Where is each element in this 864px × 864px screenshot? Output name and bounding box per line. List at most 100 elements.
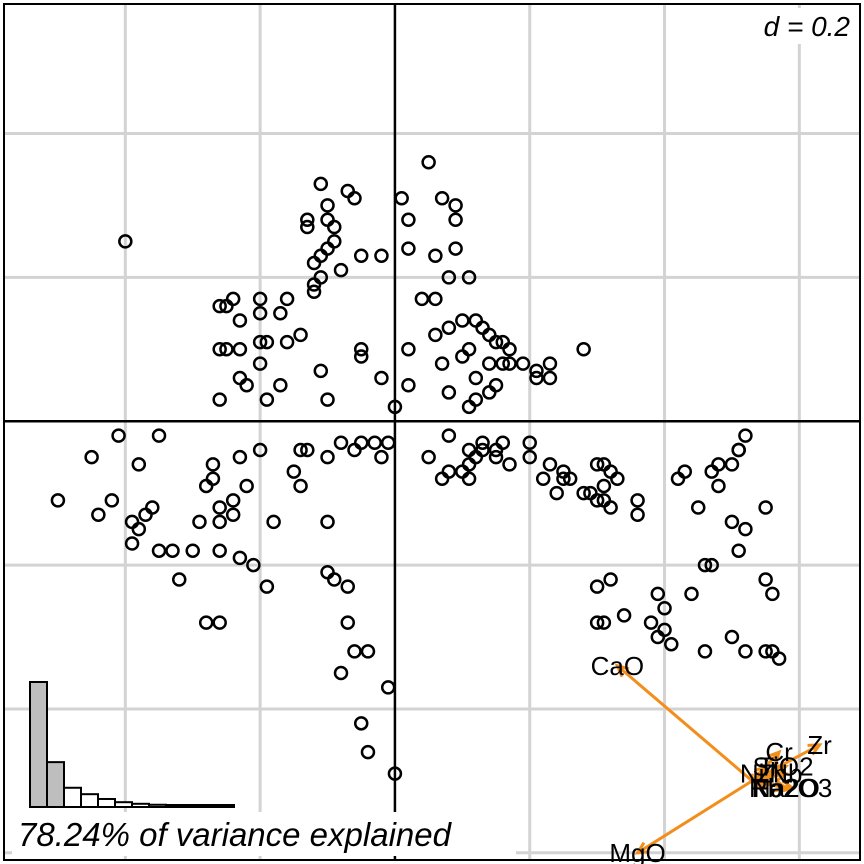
point bbox=[771, 651, 787, 666]
point bbox=[475, 320, 490, 335]
point bbox=[711, 478, 726, 494]
point bbox=[286, 464, 302, 479]
point bbox=[111, 428, 126, 443]
eigenvalue-bar bbox=[46, 761, 65, 809]
point bbox=[293, 442, 308, 458]
point bbox=[252, 334, 268, 350]
point bbox=[529, 370, 544, 386]
point bbox=[738, 644, 753, 659]
point bbox=[306, 277, 322, 292]
point bbox=[246, 557, 261, 573]
point bbox=[171, 572, 187, 587]
point bbox=[212, 392, 227, 407]
point bbox=[765, 586, 780, 602]
point bbox=[374, 449, 389, 465]
point bbox=[522, 435, 537, 451]
point bbox=[428, 291, 443, 307]
point bbox=[421, 155, 436, 170]
point bbox=[380, 680, 396, 695]
point bbox=[320, 198, 335, 213]
point bbox=[603, 500, 618, 515]
point bbox=[259, 579, 275, 594]
point bbox=[380, 435, 396, 451]
point bbox=[327, 572, 342, 587]
eigenvalue-bar bbox=[114, 801, 133, 809]
point bbox=[320, 392, 335, 407]
point bbox=[724, 514, 740, 530]
point bbox=[198, 615, 214, 630]
point bbox=[212, 543, 227, 558]
point bbox=[138, 507, 153, 522]
eigenvalue-bar bbox=[63, 786, 82, 808]
point bbox=[320, 449, 335, 465]
point bbox=[455, 313, 470, 328]
arrow-label-tio2: TiO2 bbox=[758, 751, 813, 781]
point bbox=[252, 442, 268, 458]
point bbox=[441, 270, 457, 285]
eigenvalue-bar bbox=[97, 797, 116, 809]
point bbox=[657, 622, 672, 638]
point bbox=[529, 363, 544, 379]
point bbox=[596, 615, 612, 630]
point bbox=[165, 543, 180, 558]
point bbox=[333, 665, 349, 681]
point bbox=[374, 248, 389, 264]
point bbox=[327, 219, 342, 235]
plot-border bbox=[3, 3, 861, 861]
arrow-label-ni: Ni bbox=[740, 759, 765, 789]
point bbox=[468, 370, 484, 386]
point bbox=[367, 435, 382, 451]
point bbox=[488, 377, 504, 393]
arrow-label-zn: Zn bbox=[757, 759, 787, 789]
point bbox=[340, 579, 355, 594]
point bbox=[252, 306, 268, 321]
point bbox=[657, 600, 672, 616]
point bbox=[205, 457, 221, 472]
arrow-cao bbox=[616, 664, 754, 783]
variance-label-bg bbox=[12, 812, 516, 856]
point bbox=[448, 198, 463, 213]
point bbox=[731, 442, 746, 458]
point bbox=[212, 514, 227, 530]
point bbox=[556, 471, 571, 487]
point bbox=[630, 507, 645, 522]
arrowhead-na2o bbox=[773, 779, 790, 793]
point bbox=[589, 457, 605, 472]
point bbox=[232, 550, 248, 566]
point bbox=[502, 342, 517, 357]
point bbox=[91, 507, 106, 522]
point bbox=[731, 543, 746, 558]
point bbox=[616, 608, 632, 623]
point bbox=[212, 298, 227, 314]
point bbox=[374, 370, 389, 386]
point bbox=[556, 464, 571, 479]
point bbox=[542, 356, 558, 371]
eigenvalue-bar bbox=[182, 804, 201, 808]
point bbox=[724, 457, 740, 472]
point bbox=[522, 449, 537, 465]
point bbox=[461, 270, 477, 285]
point bbox=[232, 342, 248, 357]
point bbox=[650, 586, 666, 602]
point bbox=[353, 716, 369, 731]
arrow-label-cr: Cr bbox=[765, 737, 793, 767]
point bbox=[279, 334, 295, 350]
point bbox=[502, 356, 517, 371]
variance-explained-label: 78.24% of variance explained bbox=[18, 816, 453, 853]
arrowhead-cao bbox=[614, 663, 630, 678]
point bbox=[724, 629, 740, 645]
point bbox=[273, 377, 288, 393]
point bbox=[603, 572, 618, 587]
eigenvalue-bar bbox=[29, 681, 48, 808]
point bbox=[401, 212, 416, 228]
point bbox=[542, 370, 558, 386]
point bbox=[131, 457, 147, 472]
eigenvalue-bar bbox=[165, 804, 184, 808]
point bbox=[340, 615, 355, 630]
arrow-label-rb: Rb bbox=[749, 773, 782, 803]
point bbox=[461, 442, 477, 458]
points-layer bbox=[50, 155, 787, 781]
